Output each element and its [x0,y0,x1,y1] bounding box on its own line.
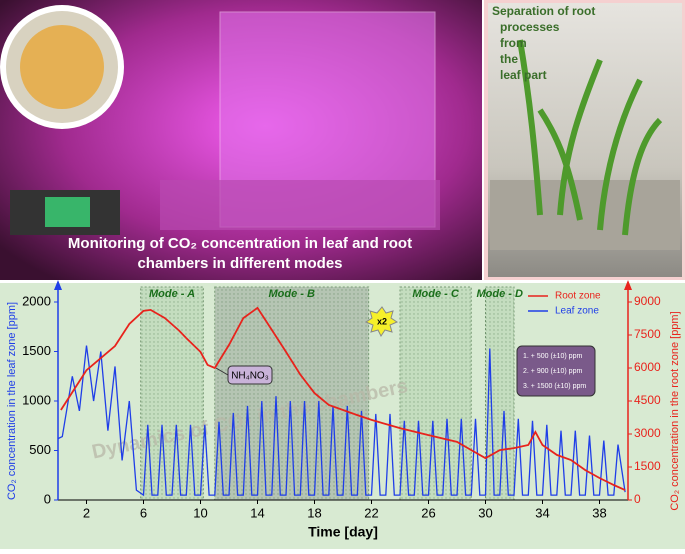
chamber-base [160,180,440,230]
x-tick-label: 18 [307,505,321,520]
y-tick-label: 1000 [22,392,51,407]
y2-tick-label: 6000 [634,360,661,374]
x-axis-label: Time [day] [308,524,378,540]
photo-caption: Monitoring of CO₂ concentration in leaf … [68,235,412,272]
y-tick-label: 2000 [22,293,51,308]
y2-axis-label: CO₂ concentration in the root zone [ppm] [669,311,681,510]
caption-text: from [500,36,527,50]
caption-text: the [500,52,518,66]
caption-text: processes [500,20,560,34]
y-tick-label: 500 [29,442,51,457]
mode-label: Mode - B [268,288,314,300]
x-tick-label: 14 [250,505,264,520]
annotation: 3. + 1500 (±10) ppm [523,383,586,390]
x-tick-label: 30 [478,505,492,520]
y2-tick-label: 4500 [634,393,661,407]
seeds [20,25,104,109]
x-tick-label: 10 [193,505,207,520]
y-tick-label: 1500 [22,343,51,358]
annotation: x2 [377,316,387,326]
y2-tick-label: 0 [634,492,641,506]
caption-text: chambers in different modes [137,255,342,272]
series-line [57,345,626,497]
mode-label: Mode - C [412,288,459,300]
y2-tick-label: 1500 [634,459,661,473]
x-tick-label: 2 [83,505,90,520]
x-tick-label: 38 [592,505,606,520]
x-tick-label: 22 [364,505,378,520]
caption-text: Monitoring of CO₂ concentration in leaf … [68,235,412,252]
x-tick-label: 6 [140,505,147,520]
y2-tick-label: 3000 [634,426,661,440]
annotation-box [516,345,596,397]
caption-text: Separation of root [492,4,595,18]
annotation-arrow [215,367,229,376]
legend-label: Root zone [555,291,601,302]
x-tick-label: 34 [535,505,549,520]
y2-tick-label: 9000 [634,294,661,308]
y2-axis-arrow [624,280,632,290]
x-tick-label: 26 [421,505,435,520]
legend-label: Leaf zone [555,306,599,317]
y2-tick-label: 7500 [634,327,661,341]
caption-text: leaf part [500,68,547,82]
y-axis-arrow [54,280,62,290]
y-axis-label: CO₂ concentration in the leaf zone [ppm] [6,302,18,500]
mode-label: Mode - D [477,288,523,300]
y-tick-label: 0 [44,491,51,506]
root-tray [490,180,680,250]
annotation: 2. + 900 (±10) ppm [523,368,582,375]
annotation: 1. + 500 (±10) ppm [523,353,582,360]
series-line [60,306,626,491]
mode-texture [485,287,514,500]
annotation-burst [364,306,399,337]
plants [517,39,663,236]
device-screen [45,197,90,227]
photo-caption: Separation of root processes from the leaf p… [492,4,595,82]
annotation: NH₄NO₃ [231,371,269,382]
mode-label: Mode - A [149,288,195,300]
